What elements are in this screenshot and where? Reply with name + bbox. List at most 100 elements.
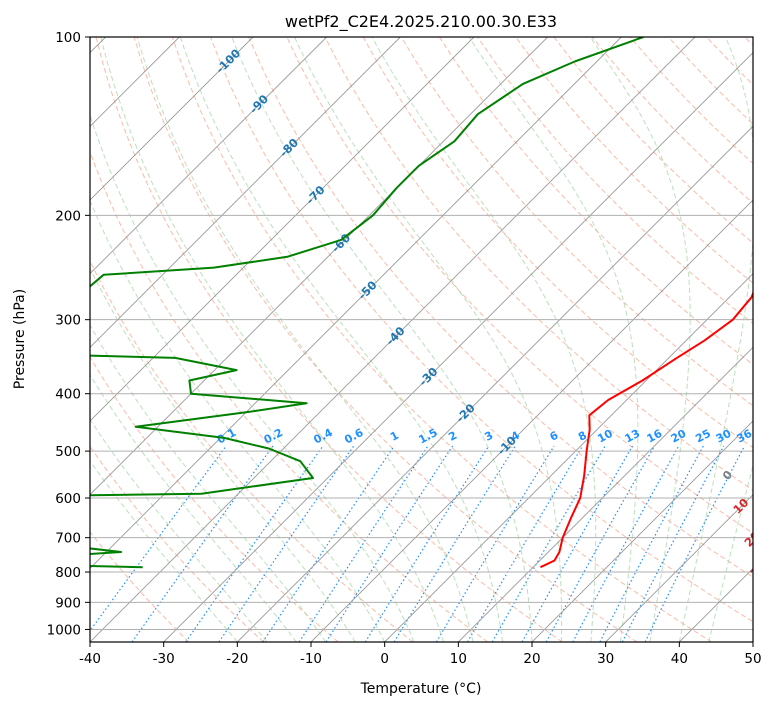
moist-adiabat-line [371, 37, 597, 642]
moist-adiabat-line [136, 37, 474, 642]
dry-adiabat-line [438, 37, 753, 366]
isotherm-line [752, 641, 753, 642]
dry-adiabat-line [400, 37, 753, 407]
moist-adiabat-line [708, 464, 753, 642]
isotherms [90, 37, 753, 642]
isotherm-line [90, 37, 548, 496]
moist-adiabat-line [294, 37, 563, 642]
isotherm-line [90, 37, 696, 642]
dry-adiabats [90, 37, 753, 642]
moist-adiabat-line [90, 373, 297, 642]
dry-adiabat-line [591, 37, 753, 204]
dry-adiabat-line [171, 37, 712, 642]
mixing-ratio-line [521, 445, 634, 642]
mixing-ratio-label: 2 [446, 429, 459, 444]
y-tick-label: 500 [55, 444, 81, 460]
y-tick-label: 400 [55, 387, 81, 403]
mixing-ratio-line [644, 445, 746, 642]
isotherm-label: -20 [453, 401, 478, 426]
dry-adiabat-line [90, 259, 414, 642]
chart-title: wetPf2_C2E4.2025.210.00.30.E33 [285, 12, 557, 32]
moist-adiabat-label: 30 [747, 559, 768, 580]
dry-adiabat-line [362, 37, 753, 449]
mixing-ratio-label: 20 [669, 427, 689, 446]
zero-degree-label: 0 [720, 467, 736, 483]
mixing-ratio-line [131, 445, 274, 642]
isotherm-label: -90 [247, 92, 272, 117]
isotherm-line [237, 125, 753, 642]
isotherm-line [163, 52, 753, 642]
mixing-ratio-line [393, 445, 516, 642]
mixing-ratio-label: 36 [735, 427, 755, 446]
dry-adiabat-line [90, 356, 339, 642]
y-tick-label: 1000 [47, 622, 81, 638]
mixing-ratio-label: 0.2 [262, 426, 285, 447]
x-tick-label: 0 [380, 651, 389, 667]
x-tick-label: 30 [597, 651, 614, 667]
dewpoint-profile [90, 37, 644, 569]
sounding-profiles [90, 37, 753, 569]
mixing-ratio-line [572, 445, 680, 642]
y-tick-label: 300 [55, 313, 81, 329]
dry-adiabat-line [744, 37, 753, 47]
isotherm-line [605, 494, 753, 642]
x-tick-label: -10 [300, 651, 322, 667]
dry-adiabat-line [515, 37, 753, 284]
isotherm-line [531, 420, 753, 642]
mixing-ratio-line [262, 445, 395, 642]
moist-adiabat-line [90, 418, 268, 642]
mixing-ratio-line [364, 445, 490, 642]
moist-adiabat-line [90, 460, 238, 642]
temperature-profile [540, 290, 753, 569]
moist-adiabat-line [589, 37, 691, 642]
x-tick-label: 10 [450, 651, 467, 667]
x-axis-label: Temperature (°C) [360, 681, 482, 697]
y-tick-label: 900 [55, 595, 81, 611]
isotherm-line [90, 37, 475, 422]
isotherm-line [310, 199, 753, 642]
moist-adiabat-line [678, 37, 753, 642]
dry-adiabat-line [90, 531, 190, 642]
dry-adiabat-line [95, 37, 563, 642]
y-tick-label: 200 [55, 208, 81, 224]
mixing-ratio-line [325, 445, 454, 642]
y-tick-label: 800 [55, 565, 81, 581]
isotherm-line [679, 567, 753, 642]
y-tick-label: 100 [55, 30, 81, 46]
moist-adiabat-line [468, 37, 639, 642]
dry-adiabat-line [324, 37, 753, 491]
mixing-ratio-line [599, 445, 704, 642]
x-tick-label: 40 [671, 651, 688, 667]
x-tick-label: -40 [79, 651, 101, 667]
plot-area: 0.1 0.2 0.4 0.6 1 1.5 2 3 4 6 8 10 13 16 20 25 30 36-100-… [90, 37, 775, 642]
isotherm-line [90, 37, 327, 275]
mixing-ratio-label: 25 [693, 427, 713, 446]
moist-adiabat-label: 20 [741, 529, 762, 550]
dry-adiabat-line [210, 37, 753, 623]
dry-adiabat-line [553, 37, 753, 244]
moist-adiabat-label: 40 [764, 587, 775, 608]
x-axis-ticks: -40 -30 -20 -10 0 10 20 30 40 50 [79, 642, 762, 667]
isotherm-label: -70 [303, 183, 328, 208]
mixing-ratio-line [466, 445, 584, 642]
moist-adiabat-label: 10 [730, 495, 751, 516]
mixing-ratio-line [435, 445, 555, 642]
mixing-ratio-line [185, 445, 324, 642]
moist-adiabat-line [231, 37, 533, 642]
moist-adiabat-line [90, 323, 327, 642]
isotherm-label: -100 [213, 46, 243, 76]
x-tick-label: -30 [153, 651, 175, 667]
dry-adiabat-line [248, 37, 753, 578]
y-tick-label: 600 [55, 491, 81, 507]
isotherm-line [90, 37, 254, 201]
mixing-ratio-line [545, 445, 656, 642]
isotherm-label: -80 [277, 135, 302, 160]
dry-adiabat-line [133, 37, 638, 642]
moist-adiabat-line [90, 267, 356, 642]
moist-adiabat-line [179, 37, 503, 642]
mixing-ratio-label: 10 [595, 427, 615, 446]
x-tick-label: -20 [226, 651, 248, 667]
dry-adiabat-line [668, 37, 753, 125]
plot-frame [89, 36, 754, 643]
